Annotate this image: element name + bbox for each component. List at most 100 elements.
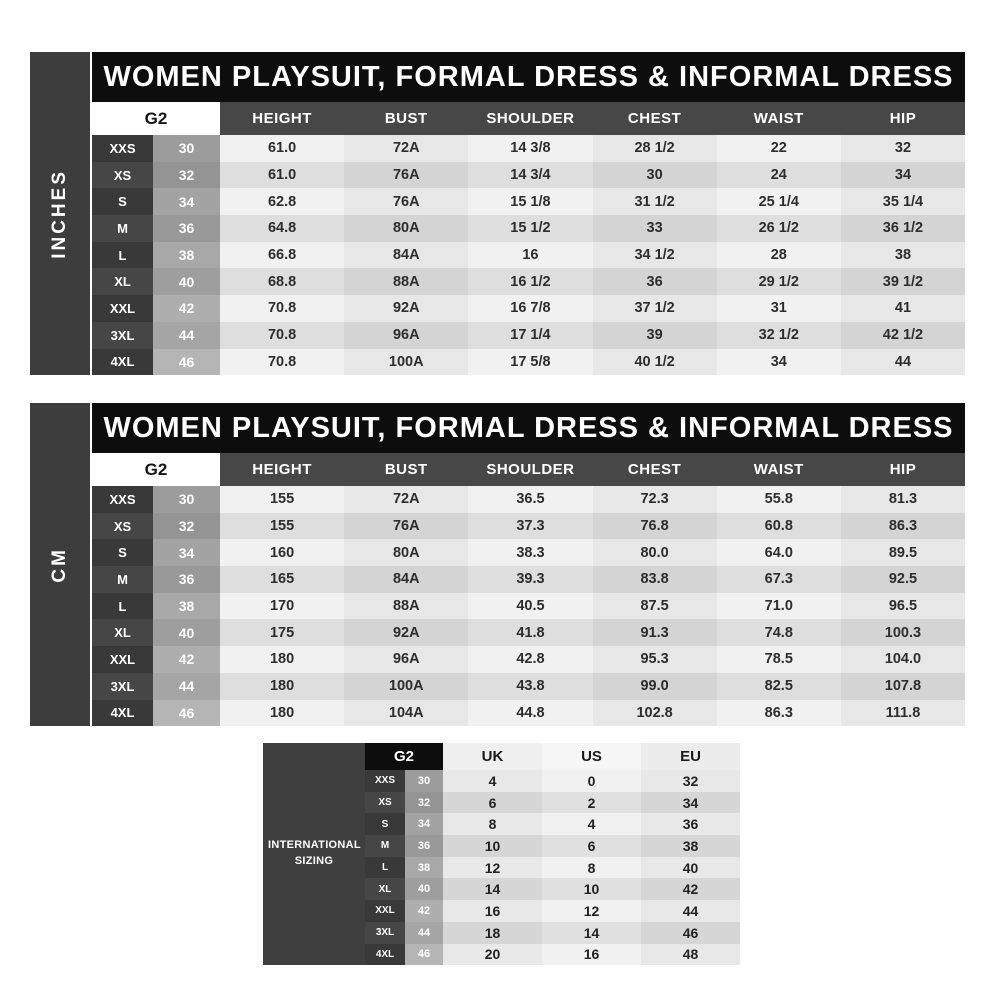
intl-size-cell: 4	[443, 770, 542, 792]
column-header: EU	[641, 743, 740, 770]
measurement-cell: 37 1/2	[592, 295, 717, 322]
size-label-cell: XS	[365, 791, 405, 814]
measurement-cell: 15 1/2	[468, 215, 593, 242]
intl-size-cell: 0	[542, 770, 641, 792]
column-header: UK	[443, 743, 542, 770]
intl-size-cell: 48	[641, 943, 740, 966]
size-label-cell: XXL	[365, 900, 405, 922]
column-header: CHEST	[592, 102, 717, 135]
measurement-cell: 170	[220, 592, 345, 620]
g2-value-cell: 36	[153, 566, 220, 593]
measurement-cell: 67.3	[716, 566, 841, 593]
measurement-cell: 36 1/2	[840, 215, 966, 242]
column-header: CHEST	[592, 453, 717, 486]
measurement-cell: 15 1/8	[468, 188, 593, 216]
table-row: XS 32 155 76A 37.3 76.8 60.8 86.3	[92, 512, 966, 540]
measurement-cell: 86.3	[716, 699, 841, 727]
measurement-cell: 72.3	[592, 486, 717, 513]
measurement-cell: 44	[840, 348, 966, 376]
measurement-cell: 32	[840, 135, 966, 162]
table-row: S 34 160 80A 38.3 80.0 64.0 89.5	[92, 539, 966, 567]
table-row: S 34 62.8 76A 15 1/8 31 1/2 25 1/4 35 1/4	[92, 188, 966, 216]
table-row: M 36 10 6 38	[263, 835, 740, 857]
g2-value-cell: 30	[153, 135, 220, 162]
measurement-cell: 84A	[344, 566, 469, 593]
measurement-cell: 78.5	[716, 646, 841, 673]
measurement-cell: 60.8	[716, 512, 841, 540]
measurement-cell: 95.3	[592, 646, 717, 673]
table-row: XL 40 175 92A 41.8 91.3 74.8 100.3	[92, 619, 966, 647]
measurement-cell: 91.3	[592, 619, 717, 647]
measurement-cell: 80A	[344, 215, 469, 242]
intl-size-cell: 6	[542, 835, 641, 857]
table-title: WOMEN PLAYSUIT, FORMAL DRESS & INFORMAL …	[92, 52, 965, 102]
measurement-cell: 64.8	[220, 215, 345, 242]
intl-size-cell: 16	[542, 943, 641, 966]
intl-size-cell: 12	[443, 856, 542, 879]
table-row: M 36 64.8 80A 15 1/2 33 26 1/2 36 1/2	[92, 215, 966, 242]
measurement-cell: 92A	[344, 619, 469, 647]
g2-value-cell: 42	[153, 646, 220, 673]
measurement-cell: 61.0	[220, 135, 345, 162]
g2-value-cell: 38	[405, 856, 443, 879]
size-label-cell: M	[92, 215, 153, 242]
measurement-cell: 76A	[344, 512, 469, 540]
measurement-cell: 89.5	[840, 539, 966, 567]
size-label-cell: 3XL	[365, 921, 405, 944]
table-row: 3XL 44 70.8 96A 17 1/4 39 32 1/2 42 1/2	[92, 321, 966, 349]
measurement-cell: 96.5	[840, 592, 966, 620]
intl-size-cell: 32	[641, 770, 740, 792]
g2-value-cell: 38	[153, 241, 220, 269]
column-header-row: G2 HEIGHT BUST SHOULDER CHEST WAIST HIP	[92, 102, 966, 135]
size-label-cell: XXS	[92, 135, 153, 162]
table-row: XXS 30 4 0 32	[263, 770, 740, 792]
measurement-cell: 42 1/2	[840, 321, 966, 349]
table-row: L 38 12 8 40	[263, 856, 740, 879]
measurement-cell: 111.8	[840, 699, 966, 727]
g2-value-cell: 32	[153, 161, 220, 189]
g2-value-cell: 36	[153, 215, 220, 242]
unit-label: INCHES	[49, 168, 70, 259]
g2-value-cell: 40	[405, 878, 443, 901]
intl-size-cell: 8	[443, 813, 542, 836]
g2-value-cell: 44	[153, 672, 220, 700]
measurement-cell: 68.8	[220, 268, 345, 296]
measurement-cell: 83.8	[592, 566, 717, 593]
intl-size-cell: 46	[641, 921, 740, 944]
measurement-cell: 44.8	[468, 699, 593, 727]
table-row: 3XL 44 180 100A 43.8 99.0 82.5 107.8	[92, 672, 966, 700]
measurement-cell: 96A	[344, 646, 469, 673]
column-header: SHOULDER	[468, 453, 593, 486]
intl-size-cell: 10	[542, 878, 641, 901]
measurement-cell: 26 1/2	[716, 215, 841, 242]
international-sizing-label: INTERNATIONAL SIZING	[263, 743, 365, 966]
unit-tab-cm: CM	[30, 403, 90, 726]
column-header: HEIGHT	[220, 102, 345, 135]
table-row: 4XL 46 20 16 48	[263, 943, 740, 966]
measurement-cell: 16 7/8	[468, 295, 593, 322]
g2-header-cell: G2	[92, 102, 220, 135]
table-row: XL 40 68.8 88A 16 1/2 36 29 1/2 39 1/2	[92, 268, 966, 296]
table-row: L 38 66.8 84A 16 34 1/2 28 38	[92, 241, 966, 269]
measurement-cell: 80A	[344, 539, 469, 567]
measurement-cell: 30	[592, 161, 717, 189]
g2-value-cell: 32	[405, 791, 443, 814]
measurement-cell: 37.3	[468, 512, 593, 540]
g2-value-cell: 46	[153, 348, 220, 376]
size-label-cell: L	[365, 856, 405, 879]
intl-size-cell: 2	[542, 791, 641, 814]
measurement-cell: 14 3/8	[468, 135, 593, 162]
measurement-cell: 34	[840, 161, 966, 189]
table-row: 4XL 46 180 104A 44.8 102.8 86.3 111.8	[92, 699, 966, 727]
g2-value-cell: 34	[153, 539, 220, 567]
intl-size-cell: 38	[641, 835, 740, 857]
measurement-cell: 61.0	[220, 161, 345, 189]
table-row: 3XL 44 18 14 46	[263, 921, 740, 944]
measurement-cell: 155	[220, 512, 345, 540]
intl-size-cell: 6	[443, 791, 542, 814]
column-header: WAIST	[716, 102, 841, 135]
measurement-cell: 66.8	[220, 241, 345, 269]
measurement-cell: 32 1/2	[716, 321, 841, 349]
g2-value-cell: 34	[405, 813, 443, 836]
measurement-cell: 42.8	[468, 646, 593, 673]
